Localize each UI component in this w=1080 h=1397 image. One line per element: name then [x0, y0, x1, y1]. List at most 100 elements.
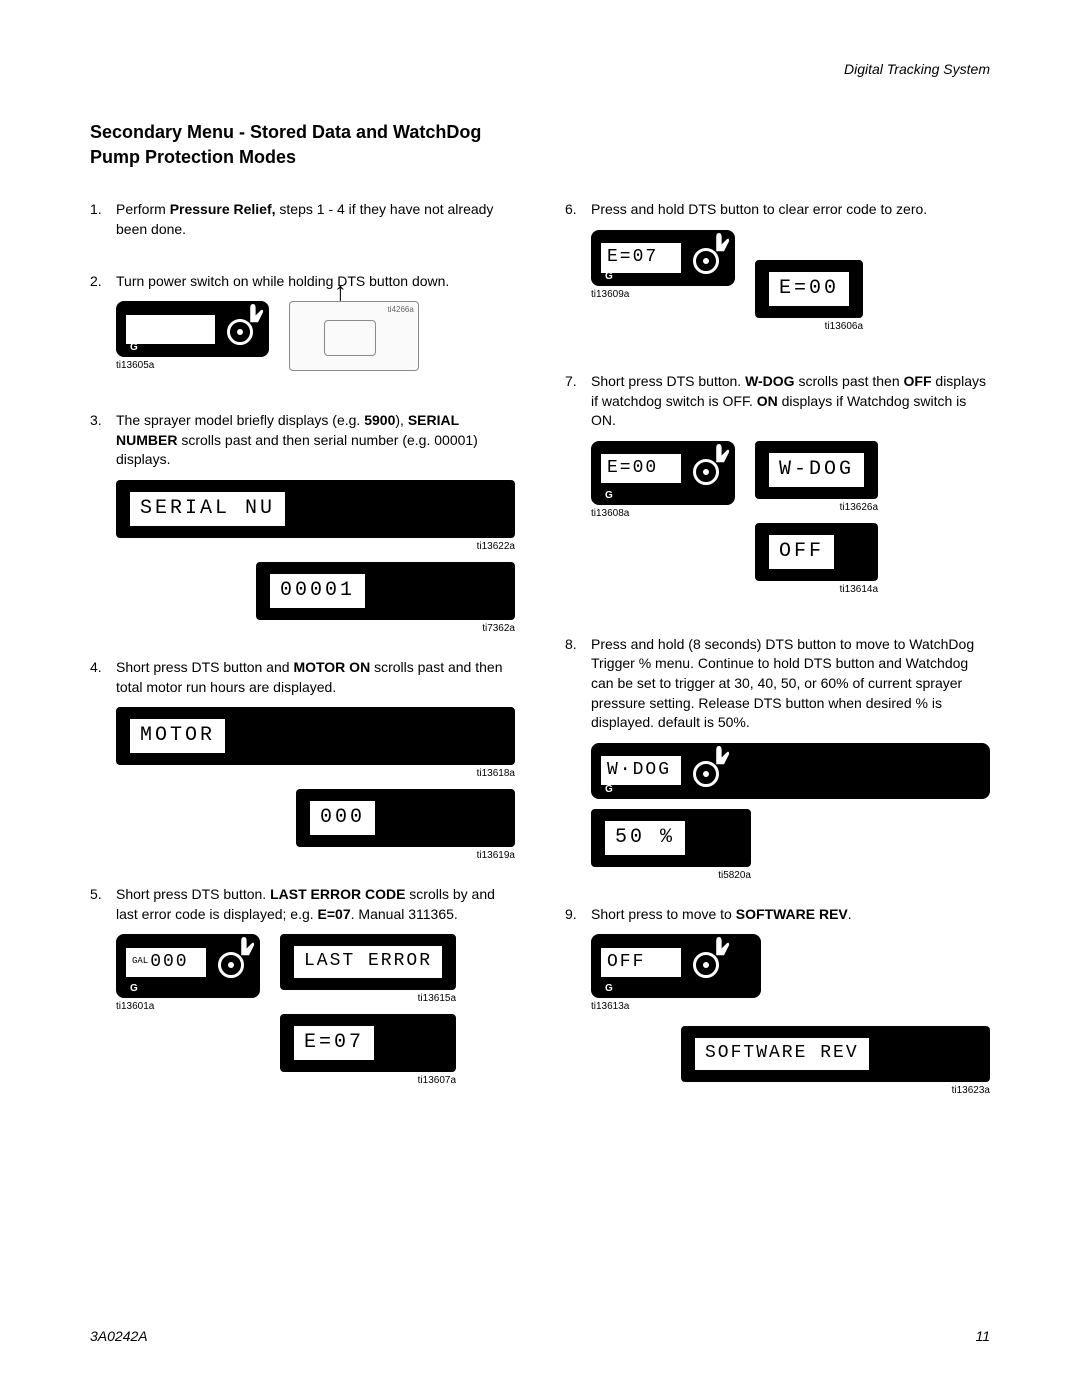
step-number: 2. — [90, 272, 116, 292]
page-footer: 3A0242A 11 — [90, 1327, 990, 1347]
step-number: 7. — [565, 372, 591, 392]
step-number: 5. — [90, 885, 116, 905]
figure-caption: ti13601a — [116, 1000, 154, 1014]
step-text: Press and hold (8 seconds) DTS button to… — [591, 635, 990, 733]
step-text: The sprayer model briefly displays (e.g.… — [116, 411, 515, 470]
step-number: 3. — [90, 411, 116, 431]
graco-logo-icon: G — [130, 341, 138, 355]
figure-caption: ti7362a — [482, 622, 515, 636]
page-title: Secondary Menu - Stored Data and WatchDo… — [90, 120, 510, 170]
figure-lcd-e07: E=07 ti13607a — [280, 1014, 456, 1088]
lcd-text: E=00 — [769, 272, 849, 306]
lcd-text: 00001 — [270, 574, 365, 608]
figure-dts-device-wdog: W·DOG G — [591, 743, 990, 799]
lcd-text: OFF — [769, 535, 834, 569]
step-text: Turn power switch on while holding DTS b… — [116, 272, 515, 292]
figure-lcd-serial-num: 00001 ti7362a — [256, 562, 515, 636]
lcd-text: W·DOG — [601, 756, 681, 785]
step-text: Short press DTS button. W-DOG scrolls pa… — [591, 372, 990, 431]
lcd-text: 000 — [310, 801, 375, 835]
step-9: 9. Short press to move to SOFTWARE REV. … — [565, 905, 990, 1098]
step-7: 7. Short press DTS button. W-DOG scrolls… — [565, 372, 990, 613]
footer-page-number: 11 — [975, 1327, 990, 1347]
arrow-up-icon: ↑ — [334, 278, 347, 304]
step-text: Press and hold DTS button to clear error… — [591, 200, 990, 220]
figure-caption: ti13614a — [840, 583, 878, 597]
lcd-text: 50 % — [605, 821, 685, 855]
figure-caption: ti13615a — [418, 992, 456, 1006]
figure-caption: ti13609a — [591, 288, 629, 302]
figure-caption: ti13605a — [116, 359, 154, 373]
figure-caption: ti13608a — [591, 507, 629, 521]
dts-button-icon — [214, 944, 250, 980]
step-number: 6. — [565, 200, 591, 220]
lcd-text: LAST ERROR — [294, 946, 442, 977]
figure-caption: ti13623a — [952, 1084, 990, 1098]
figure-lcd-serial: SERIAL NU ti13622a — [116, 480, 515, 554]
step-8: 8. Press and hold (8 seconds) DTS button… — [565, 635, 990, 883]
figure-lcd-off: OFF ti13614a — [755, 523, 878, 597]
dts-button-icon — [689, 944, 725, 980]
graco-logo-icon: G — [605, 489, 613, 503]
step-text: Short press to move to SOFTWARE REV. — [591, 905, 990, 925]
lcd-text: E=00 — [601, 454, 681, 483]
lcd-text: SOFTWARE REV — [695, 1038, 869, 1069]
figure-dts-device-e00: E=00 G ti13608a — [591, 441, 735, 521]
lcd-text: E=07 — [294, 1026, 374, 1060]
step-3: 3. The sprayer model briefly displays (e… — [90, 411, 515, 636]
lcd-text: SERIAL NU — [130, 492, 285, 526]
figure-caption: ti13619a — [477, 849, 515, 863]
dts-button-icon — [689, 753, 725, 789]
lcd-text: OFF — [601, 948, 681, 977]
dts-button-icon — [689, 451, 725, 487]
graco-logo-icon: G — [130, 982, 138, 996]
lcd-blank — [126, 315, 215, 344]
figure-lcd-wdog: W-DOG ti13626a — [755, 441, 878, 515]
figure-caption: ti13607a — [418, 1074, 456, 1088]
dts-button-icon — [689, 240, 725, 276]
left-column: 1. Perform Pressure Relief, steps 1 - 4 … — [90, 200, 515, 1125]
lcd-text: E=07 — [601, 243, 681, 272]
step-1: 1. Perform Pressure Relief, steps 1 - 4 … — [90, 200, 515, 249]
figure-lcd-motor: MOTOR ti13618a — [116, 707, 515, 781]
figure-caption: ti13618a — [477, 767, 515, 781]
graco-logo-icon: G — [605, 270, 613, 284]
step-text: Short press DTS button and MOTOR ON scro… — [116, 658, 515, 697]
figure-lcd-last-error: LAST ERROR ti13615a — [280, 934, 456, 1005]
step-6: 6. Press and hold DTS button to clear er… — [565, 200, 990, 350]
figure-caption: ti13622a — [477, 540, 515, 554]
figure-lcd-software-rev: SOFTWARE REV ti13623a — [681, 1026, 990, 1097]
header-doc-title: Digital Tracking System — [844, 60, 990, 80]
graco-logo-icon: G — [605, 982, 613, 996]
lcd-text: GAL000 — [126, 948, 206, 977]
step-number: 8. — [565, 635, 591, 655]
dts-button-icon — [223, 311, 259, 347]
figure-dts-device: G ti13605a — [116, 301, 269, 373]
figure-lcd-e00: E=00 ti13606a — [755, 260, 863, 334]
content-columns: 1. Perform Pressure Relief, steps 1 - 4 … — [90, 200, 990, 1125]
figure-dts-device-off: OFF G ti13613a — [591, 934, 990, 1014]
right-column: 6. Press and hold DTS button to clear er… — [565, 200, 990, 1125]
footer-doc-id: 3A0242A — [90, 1327, 148, 1347]
step-5: 5. Short press DTS button. LAST ERROR CO… — [90, 885, 515, 1103]
figure-caption: ti13613a — [591, 1000, 629, 1014]
step-2: 2. Turn power switch on while holding DT… — [90, 272, 515, 390]
step-number: 9. — [565, 905, 591, 925]
step-number: 4. — [90, 658, 116, 678]
step-number: 1. — [90, 200, 116, 220]
step-text: Perform Pressure Relief, steps 1 - 4 if … — [116, 200, 515, 239]
step-4: 4. Short press DTS button and MOTOR ON s… — [90, 658, 515, 863]
figure-lcd-50pct: 50 % ti5820a — [591, 809, 751, 883]
step-text: Short press DTS button. LAST ERROR CODE … — [116, 885, 515, 924]
lcd-text: W-DOG — [769, 453, 864, 487]
figure-dts-device-gal: GAL000 G ti13601a — [116, 934, 260, 1014]
figure-caption: ti4266a — [388, 304, 414, 315]
lcd-text: MOTOR — [130, 719, 225, 753]
graco-logo-icon: G — [605, 783, 613, 797]
figure-dts-device-e07: E=07 G ti13609a — [591, 230, 735, 302]
figure-power-switch: ↑ ti4266a — [289, 301, 419, 371]
figure-caption: ti5820a — [718, 869, 751, 883]
figure-caption: ti13606a — [825, 320, 863, 334]
figure-lcd-hours: 000 ti13619a — [296, 789, 515, 863]
figure-caption: ti13626a — [840, 501, 878, 515]
